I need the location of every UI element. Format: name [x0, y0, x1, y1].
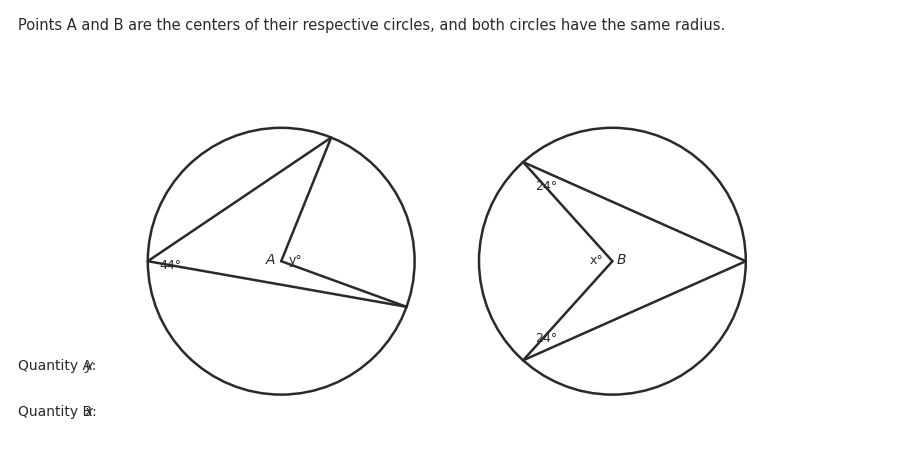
- Text: 24°: 24°: [535, 179, 557, 192]
- Text: B: B: [617, 253, 626, 267]
- Text: Quantity B:: Quantity B:: [18, 404, 101, 418]
- Text: A: A: [265, 253, 274, 267]
- Text: x: x: [84, 404, 92, 418]
- Text: 24°: 24°: [535, 331, 557, 344]
- Text: y°: y°: [288, 253, 302, 266]
- Text: x°: x°: [589, 253, 602, 266]
- Text: 44°: 44°: [159, 259, 181, 272]
- Text: y: y: [84, 358, 92, 372]
- Text: Points A and B are the centers of their respective circles, and both circles hav: Points A and B are the centers of their …: [18, 18, 724, 34]
- Text: Quantity A:: Quantity A:: [18, 358, 101, 372]
